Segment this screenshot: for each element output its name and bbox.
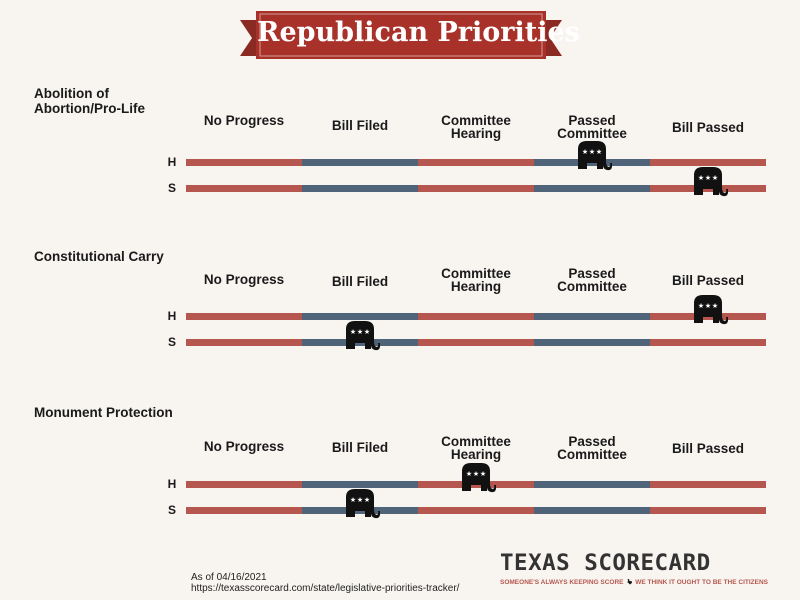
stage-header: Committee Hearing	[441, 434, 511, 462]
track-segment	[650, 339, 766, 346]
house-row-label: H	[167, 477, 177, 491]
stage-header: Bill Filed	[331, 440, 389, 455]
brand-logo: TEXAS SCORECARD SOMEONE'S ALWAYS KEEPING…	[500, 550, 768, 587]
svg-text:★: ★	[582, 148, 588, 156]
track-segment	[418, 313, 534, 320]
track-segment	[650, 481, 766, 488]
track-segment	[186, 339, 302, 346]
track-segment	[302, 481, 418, 488]
house-progress-track	[186, 313, 766, 320]
svg-text:★: ★	[712, 174, 718, 182]
tagline-left: SOMEONE'S ALWAYS KEEPING SCORE	[500, 578, 624, 586]
stage-header: Committee Hearing	[441, 266, 511, 294]
track-segment	[302, 159, 418, 166]
track-segment	[186, 507, 302, 514]
tagline-right: WE THINK IT OUGHT TO BE THE CITIZENS	[635, 578, 768, 586]
house-progress-track	[186, 159, 766, 166]
republican-elephant-icon: ★ ★ ★	[694, 167, 728, 197]
svg-text:★: ★	[712, 302, 718, 310]
priority-title: Abolition of Abortion/Pro-Life	[34, 86, 145, 116]
svg-text:★: ★	[589, 148, 595, 156]
track-segment	[186, 313, 302, 320]
stage-header: No Progress	[203, 272, 285, 287]
track-segment	[534, 507, 650, 514]
stage-header: Bill Passed	[671, 441, 745, 456]
senate-row-label: S	[167, 181, 176, 195]
track-segment	[534, 339, 650, 346]
svg-text:★: ★	[705, 174, 711, 182]
stage-header: No Progress	[203, 439, 285, 454]
track-segment	[418, 339, 534, 346]
priority-title: Monument Protection	[34, 405, 173, 420]
svg-text:★: ★	[466, 470, 472, 478]
svg-text:★: ★	[350, 496, 356, 504]
svg-text:★: ★	[705, 302, 711, 310]
svg-text:★: ★	[350, 328, 356, 336]
svg-text:★: ★	[480, 470, 486, 478]
page-title: Republican Priorities	[257, 17, 580, 48]
track-segment	[186, 185, 302, 192]
svg-text:★: ★	[698, 302, 704, 310]
republican-elephant-icon: ★ ★ ★	[346, 489, 380, 519]
senate-progress-track	[186, 339, 766, 346]
track-segment	[650, 507, 766, 514]
republican-elephant-icon: ★ ★ ★	[578, 141, 612, 171]
senate-progress-track	[186, 507, 766, 514]
stage-header: Bill Filed	[331, 274, 389, 289]
track-segment	[534, 481, 650, 488]
track-segment	[418, 507, 534, 514]
republican-elephant-icon: ★ ★ ★	[462, 463, 496, 493]
stage-header: Bill Passed	[671, 120, 745, 135]
track-segment	[650, 159, 766, 166]
track-segment	[418, 185, 534, 192]
texas-icon	[626, 579, 632, 585]
track-segment	[534, 313, 650, 320]
track-segment	[186, 159, 302, 166]
svg-text:★: ★	[698, 174, 704, 182]
stage-header: Bill Filed	[331, 118, 389, 133]
republican-elephant-icon: ★ ★ ★	[694, 295, 728, 325]
house-row-label: H	[167, 155, 177, 169]
track-segment	[418, 159, 534, 166]
house-row-label: H	[167, 309, 177, 323]
track-segment	[186, 481, 302, 488]
stage-header: Passed Committee	[557, 266, 627, 294]
source-url: https://texasscorecard.com/state/legisla…	[191, 583, 460, 594]
svg-text:★: ★	[357, 328, 363, 336]
svg-text:★: ★	[473, 470, 479, 478]
track-segment	[534, 185, 650, 192]
svg-text:★: ★	[596, 148, 602, 156]
brand-name: TEXAS SCORECARD	[500, 550, 711, 576]
republican-elephant-icon: ★ ★ ★	[346, 321, 380, 351]
stage-header: Passed Committee	[557, 113, 627, 141]
stage-header: Bill Passed	[671, 273, 745, 288]
priority-title: Constitutional Carry	[34, 249, 164, 264]
svg-text:★: ★	[357, 496, 363, 504]
track-segment	[302, 185, 418, 192]
footer-note: As of 04/16/2021 https://texasscorecard.…	[191, 572, 459, 594]
stage-header: No Progress	[203, 113, 285, 128]
brand-tagline: SOMEONE'S ALWAYS KEEPING SCORE WE THINK …	[500, 577, 768, 587]
stage-header: Passed Committee	[557, 434, 627, 462]
stage-header: Committee Hearing	[441, 113, 511, 141]
svg-text:★: ★	[364, 328, 370, 336]
senate-row-label: S	[167, 503, 176, 517]
senate-progress-track	[186, 185, 766, 192]
title-banner	[240, 11, 562, 59]
senate-row-label: S	[167, 335, 176, 349]
svg-text:★: ★	[364, 496, 370, 504]
track-segment	[302, 313, 418, 320]
as-of-date: As of 04/16/2021	[191, 572, 267, 583]
